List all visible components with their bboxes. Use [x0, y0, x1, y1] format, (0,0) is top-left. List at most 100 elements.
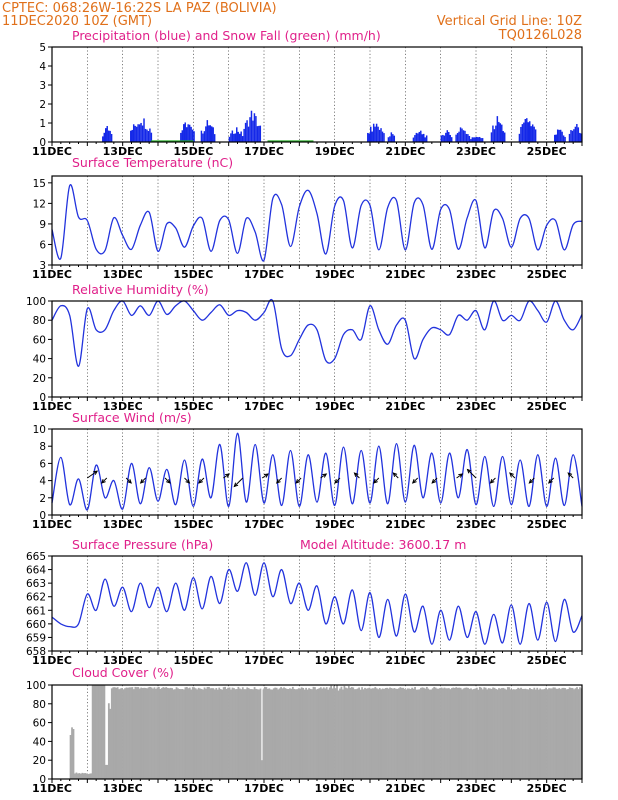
precip-bar	[564, 136, 566, 142]
cloud-bar	[258, 689, 260, 779]
cloud-bar	[166, 687, 169, 779]
precip-bar	[533, 126, 535, 142]
cloud-bar	[521, 688, 524, 779]
precip-bar	[421, 134, 423, 142]
cloud-bar	[131, 687, 134, 779]
cloud-bar	[150, 687, 153, 779]
cloud-bar	[284, 688, 287, 779]
cloud-bar	[350, 687, 353, 779]
cloud-bar	[493, 687, 496, 779]
panel-2: 3 6 9 12 15 11DEC 13DEC 15DEC 17DEC 19DEC 21DEC 23D…	[32, 155, 583, 281]
precip-bar	[561, 131, 563, 142]
cloud-bar	[473, 688, 475, 779]
plot-frame	[51, 555, 583, 652]
series-line	[51, 562, 583, 645]
cloud-bar	[74, 773, 76, 779]
cloud-bar	[299, 688, 302, 779]
cloud-bar	[194, 688, 197, 779]
y-tick-label: 659	[26, 632, 46, 644]
y-tick-label: 0	[39, 774, 46, 786]
cloud-bar	[377, 689, 380, 779]
cloud-bar	[265, 687, 268, 779]
cloud-bar	[425, 686, 428, 779]
wind-arrow	[261, 473, 269, 479]
y-tick-label: 100	[26, 680, 46, 692]
x-tick-label: 19DEC	[315, 400, 355, 413]
precip-bar	[187, 124, 189, 142]
cloud-bar	[386, 687, 388, 779]
panel-title: Surface Temperature (nC)	[72, 155, 233, 170]
precip-bar	[443, 135, 446, 142]
cloud-bar	[540, 689, 543, 779]
x-tick-label: 25DEC	[527, 268, 567, 281]
precip-bar	[558, 129, 560, 142]
y-tick-label: 3	[39, 260, 46, 272]
x-tick-label: 25DEC	[527, 518, 567, 531]
cloud-bar	[459, 687, 462, 779]
cloud-bar	[184, 687, 187, 779]
x-tick-label: 23DEC	[456, 518, 496, 531]
cloud-bar	[274, 687, 277, 779]
cloud-bar	[370, 688, 372, 779]
precip-bar	[562, 135, 565, 142]
y-tick-label: 3	[39, 80, 46, 92]
cloud-bar	[71, 727, 73, 779]
cloud-bar	[75, 772, 78, 779]
cloud-bar	[264, 686, 266, 779]
cloud-bar	[94, 685, 97, 779]
cloud-bar	[481, 689, 484, 779]
y-tick-label: 661	[26, 605, 46, 617]
panel-1: 0 1 2 3 4 5 11DEC 13DEC 15DEC 17DEC 19DEC 21DEC 23DE…	[32, 28, 583, 158]
cloud-bar	[81, 772, 84, 779]
cloud-bar	[247, 688, 250, 779]
cloud-bar	[417, 689, 419, 779]
wind-arrow	[139, 477, 146, 484]
precip-bar	[185, 127, 188, 142]
cloud-bar	[331, 688, 334, 779]
cloud-bar	[340, 686, 343, 779]
precip-bar	[147, 131, 150, 142]
cloud-bar	[499, 688, 502, 779]
cloud-bar	[162, 687, 165, 779]
series-line	[51, 432, 583, 511]
cloud-bar	[122, 689, 125, 779]
x-tick-label: 25DEC	[527, 400, 567, 413]
cloud-bar	[246, 687, 249, 779]
cloud-bar	[399, 687, 402, 779]
cloud-bar	[178, 688, 181, 779]
cloud-bar	[458, 687, 461, 779]
cloud-bar	[152, 688, 154, 779]
precip-bar	[464, 130, 466, 142]
cloud-bar	[289, 688, 291, 779]
precip-bar	[554, 134, 556, 142]
precip-bar	[241, 136, 244, 142]
cloud-bar	[327, 689, 330, 779]
precip-bar	[576, 123, 578, 142]
precip-bar	[110, 133, 113, 142]
precip-bar	[459, 127, 462, 142]
cloud-bar	[448, 688, 450, 779]
wind-arrow	[198, 477, 205, 484]
cloud-bar	[533, 687, 536, 779]
precip-bar	[249, 117, 251, 142]
cloud-bar	[200, 688, 203, 779]
y-tick-label: 9	[39, 219, 46, 231]
cloud-bar	[79, 773, 82, 779]
precip-bar	[206, 120, 209, 142]
cloud-bar	[266, 688, 269, 779]
cloud-bar	[118, 689, 121, 779]
cloud-bar	[135, 687, 138, 779]
precip-bar	[237, 131, 239, 142]
wind-arrow	[295, 477, 302, 484]
x-tick-label: 13DEC	[103, 654, 143, 667]
wind-arrow	[164, 477, 171, 484]
x-tick-label: 15DEC	[173, 518, 213, 531]
precip-bar	[193, 131, 195, 142]
cloud-bar	[146, 688, 148, 779]
cloud-bar	[324, 688, 327, 779]
cloud-bar	[297, 688, 300, 779]
precip-bar	[190, 126, 192, 142]
cloud-bar	[505, 689, 508, 779]
cloud-bar	[346, 688, 349, 779]
precip-bar	[208, 125, 210, 142]
